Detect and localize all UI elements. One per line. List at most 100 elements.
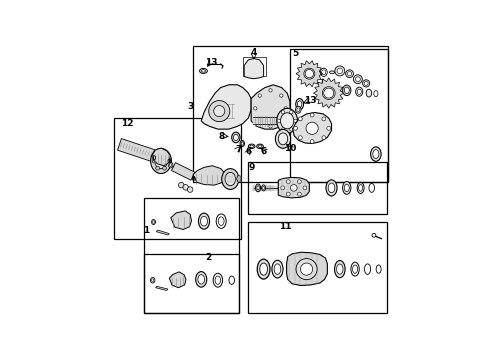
- Ellipse shape: [198, 213, 210, 229]
- Circle shape: [364, 81, 368, 85]
- Ellipse shape: [201, 70, 205, 72]
- Ellipse shape: [256, 184, 261, 192]
- Ellipse shape: [280, 113, 294, 129]
- Polygon shape: [293, 112, 332, 144]
- Text: 10: 10: [284, 144, 296, 153]
- Bar: [243, 57, 267, 76]
- Bar: [193, 46, 389, 182]
- Ellipse shape: [326, 180, 337, 196]
- Circle shape: [163, 166, 167, 170]
- Polygon shape: [201, 85, 251, 129]
- Circle shape: [269, 125, 272, 128]
- Circle shape: [303, 186, 307, 190]
- Circle shape: [281, 111, 285, 114]
- Ellipse shape: [198, 275, 204, 284]
- Polygon shape: [287, 252, 327, 285]
- Circle shape: [286, 180, 290, 184]
- Ellipse shape: [296, 99, 303, 110]
- Polygon shape: [314, 78, 344, 108]
- Text: 11: 11: [279, 222, 291, 231]
- Ellipse shape: [257, 186, 259, 190]
- Ellipse shape: [262, 185, 266, 191]
- Circle shape: [152, 159, 156, 163]
- Circle shape: [300, 263, 313, 275]
- Ellipse shape: [232, 132, 240, 143]
- Circle shape: [277, 119, 280, 122]
- Text: 2: 2: [205, 253, 211, 262]
- Text: 13: 13: [304, 96, 316, 105]
- Circle shape: [305, 69, 314, 78]
- Ellipse shape: [257, 144, 263, 149]
- Circle shape: [310, 140, 314, 144]
- Circle shape: [322, 117, 326, 121]
- Circle shape: [363, 80, 370, 87]
- Ellipse shape: [373, 150, 379, 158]
- Polygon shape: [153, 148, 170, 166]
- Circle shape: [335, 66, 345, 76]
- Circle shape: [269, 89, 272, 92]
- Ellipse shape: [272, 260, 283, 278]
- Ellipse shape: [222, 168, 239, 189]
- Circle shape: [306, 122, 318, 134]
- Ellipse shape: [297, 108, 300, 112]
- Circle shape: [183, 185, 189, 190]
- Polygon shape: [118, 139, 155, 161]
- Ellipse shape: [248, 144, 255, 149]
- Polygon shape: [171, 211, 192, 229]
- Text: 13: 13: [205, 58, 218, 67]
- Circle shape: [310, 113, 314, 117]
- Circle shape: [347, 72, 352, 76]
- Ellipse shape: [297, 101, 302, 108]
- Ellipse shape: [170, 164, 172, 167]
- Ellipse shape: [275, 129, 291, 148]
- Text: 12: 12: [122, 119, 134, 128]
- Circle shape: [281, 128, 285, 131]
- Polygon shape: [193, 166, 225, 185]
- Circle shape: [353, 75, 362, 84]
- Circle shape: [298, 136, 302, 140]
- Ellipse shape: [357, 89, 361, 94]
- Circle shape: [304, 68, 315, 79]
- Ellipse shape: [330, 71, 335, 74]
- Text: 7: 7: [235, 145, 241, 154]
- Ellipse shape: [370, 147, 381, 161]
- Circle shape: [290, 111, 293, 114]
- Circle shape: [286, 192, 290, 196]
- Ellipse shape: [196, 271, 207, 287]
- Ellipse shape: [263, 186, 265, 189]
- Ellipse shape: [199, 68, 207, 73]
- Bar: [248, 162, 387, 214]
- Ellipse shape: [169, 162, 173, 168]
- Circle shape: [209, 100, 230, 122]
- Circle shape: [294, 119, 297, 122]
- Polygon shape: [296, 61, 322, 87]
- Text: 4: 4: [251, 48, 257, 57]
- Circle shape: [280, 94, 283, 97]
- Circle shape: [187, 187, 193, 192]
- Polygon shape: [237, 176, 241, 182]
- Bar: [145, 254, 239, 314]
- Bar: [145, 198, 239, 314]
- Circle shape: [290, 128, 293, 131]
- Text: 3: 3: [188, 103, 194, 112]
- Circle shape: [291, 185, 297, 191]
- Ellipse shape: [366, 89, 372, 97]
- Circle shape: [337, 68, 343, 74]
- Ellipse shape: [335, 261, 345, 278]
- Text: 5: 5: [292, 49, 298, 58]
- Circle shape: [297, 192, 301, 196]
- Ellipse shape: [233, 134, 238, 141]
- Circle shape: [166, 159, 170, 163]
- Circle shape: [345, 70, 353, 77]
- Ellipse shape: [241, 142, 244, 145]
- Ellipse shape: [328, 183, 335, 193]
- Circle shape: [281, 186, 285, 190]
- Circle shape: [178, 183, 184, 188]
- Circle shape: [324, 88, 334, 98]
- Ellipse shape: [225, 172, 236, 186]
- Circle shape: [156, 166, 160, 170]
- Bar: [290, 49, 389, 182]
- Ellipse shape: [240, 140, 245, 147]
- Ellipse shape: [150, 149, 172, 174]
- Polygon shape: [170, 272, 186, 288]
